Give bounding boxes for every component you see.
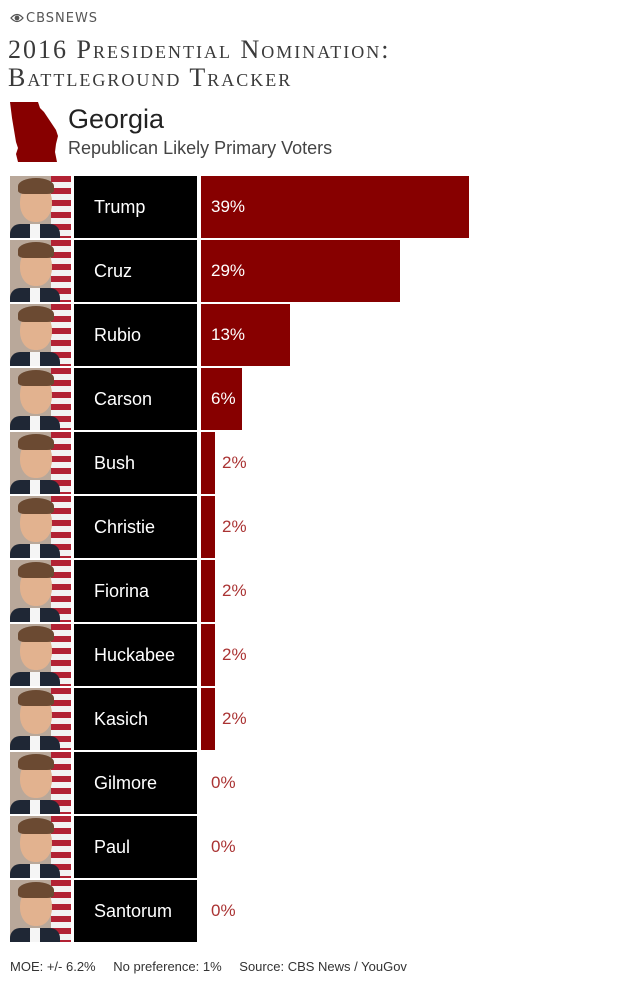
value-label-carson: 6% <box>211 389 236 408</box>
bar-rubio <box>201 304 290 366</box>
candidate-name: Gilmore <box>74 752 197 814</box>
value-label-gilmore: 0% <box>211 773 236 792</box>
value-label-rubio: 13% <box>211 325 246 344</box>
title-line-2: Battleground Tracker <box>8 63 293 92</box>
candidate-name: Huckabee <box>74 624 197 686</box>
state-name: Georgia <box>68 104 165 134</box>
title-line-1: 2016 Presidential Nomination: <box>8 35 391 64</box>
candidate-name: Carson <box>74 368 197 430</box>
bar-bush <box>201 432 215 494</box>
candidate-name: Santorum <box>74 880 197 942</box>
value-label-bush: 2% <box>222 453 247 472</box>
value-label-huckabee: 2% <box>222 645 247 664</box>
cbs-eye-icon <box>10 13 24 23</box>
subtitle: Republican Likely Primary Voters <box>68 138 333 158</box>
candidate-photo <box>10 816 71 878</box>
candidate-row-christie: Christie 2% <box>0 496 620 560</box>
bar-fiorina <box>201 560 215 622</box>
value-label-kasich: 2% <box>222 709 247 728</box>
candidate-row-huckabee: Huckabee 2% <box>0 624 620 688</box>
candidate-row-trump: Trump 39% <box>0 176 620 240</box>
candidate-photo <box>10 880 71 942</box>
candidate-photo <box>10 688 71 750</box>
candidate-name: Trump <box>74 176 197 238</box>
candidate-name: Christie <box>74 496 197 558</box>
value-label-fiorina: 2% <box>222 581 247 600</box>
candidate-photo <box>10 496 71 558</box>
value-label-christie: 2% <box>222 517 247 536</box>
bar-huckabee <box>201 624 215 686</box>
candidate-name: Fiorina <box>74 560 197 622</box>
value-label-santorum: 0% <box>211 901 236 920</box>
candidate-photo <box>10 368 71 430</box>
candidate-row-rubio: Rubio 13% <box>0 304 620 368</box>
candidate-photo <box>10 176 71 238</box>
cbs-news-logo: CBSNEWS <box>10 10 98 26</box>
candidate-name: Cruz <box>74 240 197 302</box>
candidate-name: Rubio <box>74 304 197 366</box>
value-label-paul: 0% <box>211 837 236 856</box>
candidate-row-paul: Paul 0% <box>0 816 620 880</box>
candidate-row-kasich: Kasich 2% <box>0 688 620 752</box>
candidate-row-cruz: Cruz 29% <box>0 240 620 304</box>
candidate-name: Bush <box>74 432 197 494</box>
logo-text: CBSNEWS <box>26 10 99 26</box>
bar-carson <box>201 368 242 430</box>
candidate-row-fiorina: Fiorina 2% <box>0 560 620 624</box>
candidate-photo <box>10 304 71 366</box>
candidate-photo <box>10 560 71 622</box>
footer: MOE: +/- 6.2% No preference: 1% Source: … <box>10 959 421 974</box>
value-label-trump: 39% <box>211 197 246 216</box>
bar-kasich <box>201 688 215 750</box>
candidate-row-bush: Bush 2% <box>0 432 620 496</box>
candidate-photo <box>10 240 71 302</box>
candidate-name: Kasich <box>74 688 197 750</box>
candidate-name: Paul <box>74 816 197 878</box>
bar-chart: Trump 39% Cruz 29% Rubio 13% Carson 6% Bush 2% Chr… <box>0 176 620 944</box>
candidate-row-santorum: Santorum 0% <box>0 880 620 944</box>
candidate-photo <box>10 752 71 814</box>
bar-cruz <box>201 240 400 302</box>
page-title: 2016 Presidential Nomination: Battlegrou… <box>8 36 390 92</box>
candidate-photo <box>10 624 71 686</box>
georgia-map-icon <box>10 102 58 162</box>
bar-christie <box>201 496 215 558</box>
moe-note: MOE: +/- 6.2% <box>10 959 96 974</box>
candidate-photo <box>10 432 71 494</box>
no-preference-note: No preference: 1% <box>113 959 222 974</box>
candidate-row-gilmore: Gilmore 0% <box>0 752 620 816</box>
source-note: Source: CBS News / YouGov <box>239 959 407 974</box>
bar-trump <box>201 176 469 238</box>
value-label-cruz: 29% <box>211 261 246 280</box>
candidate-row-carson: Carson 6% <box>0 368 620 432</box>
